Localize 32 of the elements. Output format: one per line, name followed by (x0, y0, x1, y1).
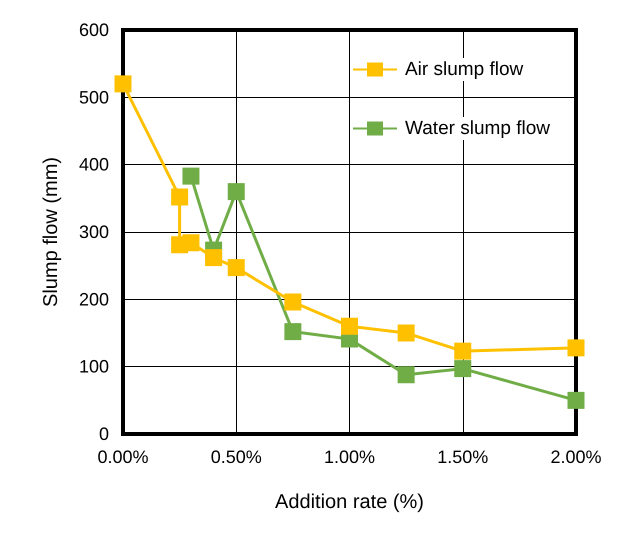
y-axis-title: Slump flow (mm) (40, 156, 62, 308)
point (454, 360, 472, 378)
legend-label: Air slump flow (405, 59, 524, 80)
y-tick-label: 400 (78, 154, 109, 175)
y-tick-label: 600 (78, 20, 109, 40)
point (568, 392, 584, 409)
point (284, 294, 302, 311)
point (182, 168, 200, 185)
point (205, 249, 222, 266)
y-tick-label: 100 (78, 356, 109, 377)
x-axis-title: Addition rate (%) (275, 491, 424, 513)
x-tick-label: 0.50% (210, 447, 262, 467)
point (182, 234, 200, 252)
point (228, 259, 245, 276)
x-tick-label: 1.00% (324, 447, 376, 467)
point (398, 366, 415, 384)
x-tick-label: 1.50% (437, 447, 488, 467)
y-tick-label: 0 (98, 424, 109, 444)
y-tick-label: 300 (78, 222, 109, 242)
point (114, 75, 132, 92)
legend-label: Water slump flow (405, 118, 550, 139)
point (454, 342, 472, 360)
point (341, 318, 358, 335)
point (171, 188, 188, 206)
y-tick-label: 500 (78, 87, 109, 108)
point (398, 324, 415, 342)
point (228, 183, 245, 200)
x-tick-label: 0.00% (97, 447, 149, 467)
x-tick-label: 2.00% (550, 447, 602, 467)
point (284, 323, 302, 340)
y-tick-label: 200 (78, 289, 109, 310)
point (568, 339, 584, 356)
